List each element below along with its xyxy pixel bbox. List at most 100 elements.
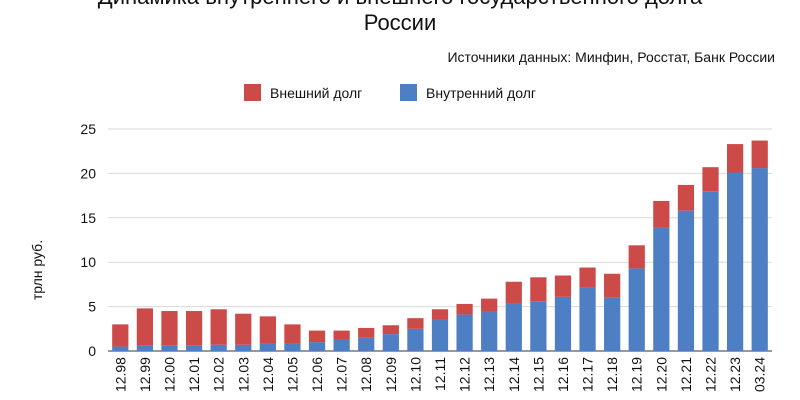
bar-segment xyxy=(407,318,424,329)
x-tick-label: 12.10 xyxy=(407,357,423,392)
x-tick-label: 03.24 xyxy=(752,357,768,392)
bar-segment xyxy=(628,268,645,351)
bar-segment xyxy=(185,345,203,351)
bar-segment xyxy=(628,245,645,269)
x-tick-label: 12.13 xyxy=(481,357,497,392)
bar-segment xyxy=(505,303,522,351)
y-tick-label: 0 xyxy=(88,343,96,359)
bar-segment xyxy=(308,330,326,343)
bar-segment xyxy=(726,144,744,173)
y-tick-label: 20 xyxy=(80,165,96,181)
bar-segment xyxy=(235,313,252,345)
bar-segment xyxy=(136,345,154,351)
bar-segment xyxy=(431,319,449,351)
x-tick-label: 12.99 xyxy=(137,357,153,392)
y-tick-label: 5 xyxy=(88,299,96,315)
x-tick-label: 12.00 xyxy=(161,357,177,392)
bar-segment xyxy=(554,296,572,351)
bar-segment xyxy=(702,191,719,351)
bar-segment xyxy=(161,311,178,346)
bar-segment xyxy=(259,316,276,344)
chart-title-line2: России xyxy=(364,10,437,35)
bar-segment xyxy=(481,311,498,351)
x-tick-label: 12.19 xyxy=(629,357,645,392)
x-tick-labels: 12.98 12.99 12.00 12.01 12.02 12.03 12.04 12.05… xyxy=(112,357,767,392)
bar-segment xyxy=(653,227,670,351)
bar-segment xyxy=(210,344,227,351)
bar-segment xyxy=(235,344,252,351)
bar-segment xyxy=(136,308,154,346)
legend-swatch-external xyxy=(244,84,261,101)
bar-segment xyxy=(677,210,695,351)
x-tick-label: 12.12 xyxy=(457,357,473,392)
legend: Внешний долг Внутренний долг xyxy=(244,84,536,101)
bar-segment xyxy=(530,301,547,351)
legend-swatch-internal xyxy=(400,84,417,101)
y-tick-labels: 0 5 10 15 20 25 xyxy=(80,121,96,359)
bar-segment xyxy=(456,303,473,315)
x-tick-label: 12.18 xyxy=(604,357,620,392)
bar-segment xyxy=(604,297,621,351)
bar-segment xyxy=(431,309,449,320)
x-tick-label: 12.98 xyxy=(112,357,128,392)
bar-segment xyxy=(653,200,670,228)
x-tick-label: 12.02 xyxy=(211,357,227,392)
bar-segment xyxy=(677,184,695,211)
x-tick-label: 12.16 xyxy=(555,357,571,392)
x-tick-label: 12.06 xyxy=(309,357,325,392)
bar-segment xyxy=(382,325,399,335)
bar-segment xyxy=(112,346,129,351)
bar-segment xyxy=(333,330,350,340)
bar-segment xyxy=(284,343,301,351)
x-tick-label: 12.20 xyxy=(653,357,669,392)
bar-segment xyxy=(358,337,375,351)
bar-segment xyxy=(481,298,498,312)
bar-segment xyxy=(210,309,227,345)
x-tick-label: 12.03 xyxy=(235,357,251,392)
chart-subtitle: Источники данных: Минфин, Росстат, Банк … xyxy=(447,49,775,65)
bar-segment xyxy=(308,342,326,351)
x-tick-label: 12.21 xyxy=(678,357,694,392)
legend-label-external: Внешний долг xyxy=(270,85,362,101)
x-tick-label: 12.08 xyxy=(358,357,374,392)
y-axis-label: трлн руб. xyxy=(29,240,45,300)
y-tick-label: 10 xyxy=(80,254,96,270)
bar-segment xyxy=(112,324,129,347)
bar-segment xyxy=(579,267,596,288)
bar-segment xyxy=(751,168,768,351)
x-tick-label: 12.17 xyxy=(580,357,596,392)
bar-segment xyxy=(554,275,572,297)
bar-segment xyxy=(259,343,276,351)
y-tick-label: 15 xyxy=(80,210,96,226)
bar-segment xyxy=(284,324,301,344)
bar-segment xyxy=(505,281,522,304)
x-tick-label: 12.14 xyxy=(506,357,522,392)
bar-segment xyxy=(161,345,178,351)
bar-segment xyxy=(702,167,719,192)
x-tick-label: 12.01 xyxy=(186,357,202,392)
x-tick-label: 12.09 xyxy=(383,357,399,392)
bar-segment xyxy=(382,334,399,351)
bar-segment xyxy=(333,339,350,351)
bars xyxy=(112,140,768,351)
bar-segment xyxy=(358,327,375,338)
x-tick-label: 12.23 xyxy=(727,357,743,392)
chart-title-line1: Динамика внутреннего и внешнего государс… xyxy=(98,0,703,9)
bar-segment xyxy=(751,140,768,169)
bar-segment xyxy=(726,172,744,351)
legend-label-internal: Внутренний долг xyxy=(426,85,536,101)
bar-segment xyxy=(456,314,473,351)
y-tick-label: 25 xyxy=(80,121,96,137)
bar-segment xyxy=(530,277,547,302)
x-tick-label: 12.04 xyxy=(260,357,276,392)
x-tick-label: 12.15 xyxy=(530,357,546,392)
bar-segment xyxy=(579,287,596,351)
x-tick-label: 12.07 xyxy=(334,357,350,392)
bar-segment xyxy=(604,273,621,298)
x-tick-label: 12.05 xyxy=(284,357,300,392)
bar-segment xyxy=(407,328,424,351)
bar-segment xyxy=(185,311,203,346)
x-tick-label: 12.22 xyxy=(703,357,719,392)
